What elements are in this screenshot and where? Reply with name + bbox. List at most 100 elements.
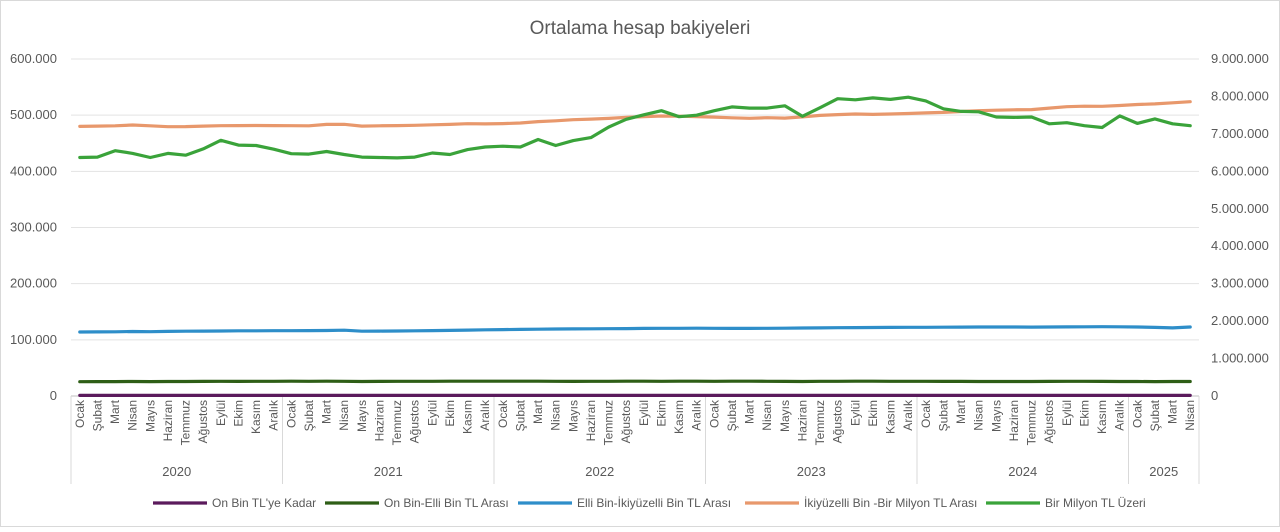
month-label: Aralık [267, 399, 281, 431]
left-tick-label: 400.000 [10, 163, 57, 178]
legend-label: Bir Milyon TL Üzeri [1045, 496, 1146, 510]
right-tick-label: 9.000.000 [1211, 51, 1269, 66]
month-label: Şubat [90, 399, 104, 431]
month-label: Haziran [584, 400, 598, 441]
month-label: Mayıs [778, 400, 792, 432]
month-label: Nisan [760, 400, 774, 431]
legend-label: İkiyüzelli Bin -Bir Milyon TL Arası [804, 496, 977, 510]
month-label: Haziran [161, 400, 175, 441]
month-label: Haziran [1007, 400, 1021, 441]
month-label: Mayıs [566, 400, 580, 432]
year-label: 2024 [1008, 464, 1037, 479]
right-tick-label: 8.000.000 [1211, 88, 1269, 103]
year-label: 2022 [585, 464, 614, 479]
month-label: Ağustos [619, 400, 633, 443]
month-label: Ağustos [831, 400, 845, 443]
legend-label: Elli Bin-İkiyüzelli Bin TL Arası [577, 496, 731, 510]
left-tick-label: 600.000 [10, 51, 57, 66]
month-label: Temmuz [813, 400, 827, 445]
month-label: Aralık [690, 399, 704, 431]
month-label: Ekim [866, 400, 880, 427]
month-label: Mart [108, 399, 122, 424]
legend: On Bin TL'ye Kadar On Bin-Elli Bin TL Ara… [153, 496, 1146, 510]
chart-title: Ortalama hesap bakiyeleri [530, 18, 751, 39]
month-label: Aralık [1113, 399, 1127, 431]
month-label: Ekim [443, 400, 457, 427]
year-label: 2025 [1149, 464, 1178, 479]
month-label: Mart [743, 399, 757, 424]
month-label: Mayıs [355, 400, 369, 432]
x-axis: Ocak Şubat Mart Nisan Mayıs Haziran Temmuz Ağus… [70, 396, 1200, 484]
month-label: Mart [1166, 399, 1180, 424]
month-label: Eylül [848, 400, 862, 426]
left-tick-label: 200.000 [10, 276, 57, 291]
month-label: Ekim [231, 400, 245, 427]
right-tick-label: 6.000.000 [1211, 163, 1269, 178]
left-tick-label: 500.000 [10, 107, 57, 122]
month-label: Aralık [478, 399, 492, 431]
month-label: Ocak [919, 399, 933, 428]
gridlines [71, 58, 1199, 397]
right-axis-ticks: 0 1.000.000 2.000.000 3.000.000 4.000.000 5.0… [1211, 51, 1269, 403]
month-label: Nisan [549, 400, 563, 431]
month-label: Nisan [972, 400, 986, 431]
month-label: Şubat [513, 399, 527, 431]
month-label: Mart [531, 399, 545, 424]
month-label: Şubat [1148, 399, 1162, 431]
right-tick-label: 3.000.000 [1211, 276, 1269, 291]
month-label: Temmuz [1025, 400, 1039, 445]
month-label: Eylül [637, 400, 651, 426]
month-label: Ağustos [1042, 400, 1056, 443]
month-label: Şubat [302, 399, 316, 431]
right-tick-label: 2.000.000 [1211, 313, 1269, 328]
right-tick-label: 5.000.000 [1211, 201, 1269, 216]
month-label: Nisan [337, 400, 351, 431]
legend-label: On Bin TL'ye Kadar [212, 496, 316, 510]
month-label: Nisan [1183, 400, 1197, 431]
month-label: Ocak [1130, 399, 1144, 428]
month-label: Ekim [654, 400, 668, 427]
month-label: Kasım [884, 400, 898, 434]
month-label: Ocak [707, 399, 721, 428]
year-label: 2020 [162, 464, 191, 479]
month-label: Mayıs [989, 400, 1003, 432]
month-label: Temmuz [390, 400, 404, 445]
month-label: Temmuz [179, 400, 193, 445]
month-label: Mayıs [143, 400, 157, 432]
right-tick-label: 4.000.000 [1211, 238, 1269, 253]
legend-label: On Bin-Elli Bin TL Arası [384, 496, 509, 510]
left-tick-label: 0 [50, 388, 57, 403]
month-label: Kasım [461, 400, 475, 434]
month-label: Mart [320, 399, 334, 424]
month-label: Eylül [214, 400, 228, 426]
month-label: Temmuz [602, 400, 616, 445]
left-tick-label: 300.000 [10, 220, 57, 235]
month-label: Kasım [1095, 400, 1109, 434]
series-line [78, 95, 1192, 160]
month-label: Ekim [1077, 400, 1091, 427]
month-label: Ocak [284, 399, 298, 428]
year-label: 2021 [374, 464, 403, 479]
year-label: 2023 [797, 464, 826, 479]
month-label: Nisan [126, 400, 140, 431]
month-label: Eylül [425, 400, 439, 426]
month-label: Eylül [1060, 400, 1074, 426]
series-line [78, 325, 1192, 334]
month-label: Haziran [372, 400, 386, 441]
month-label: Haziran [795, 400, 809, 441]
month-label: Ocak [73, 399, 87, 428]
left-axis-ticks: 0 100.000 200.000 300.000 400.000 500.000 600.… [10, 51, 57, 403]
right-tick-label: 7.000.000 [1211, 126, 1269, 141]
month-label: Aralık [901, 399, 915, 431]
right-tick-label: 0 [1211, 388, 1218, 403]
month-label: Ağustos [408, 400, 422, 443]
month-label: Kasım [249, 400, 263, 434]
right-tick-label: 1.000.000 [1211, 351, 1269, 366]
series-lines [78, 95, 1192, 397]
month-label: Ocak [496, 399, 510, 428]
month-label: Mart [954, 399, 968, 424]
month-label: Şubat [725, 399, 739, 431]
